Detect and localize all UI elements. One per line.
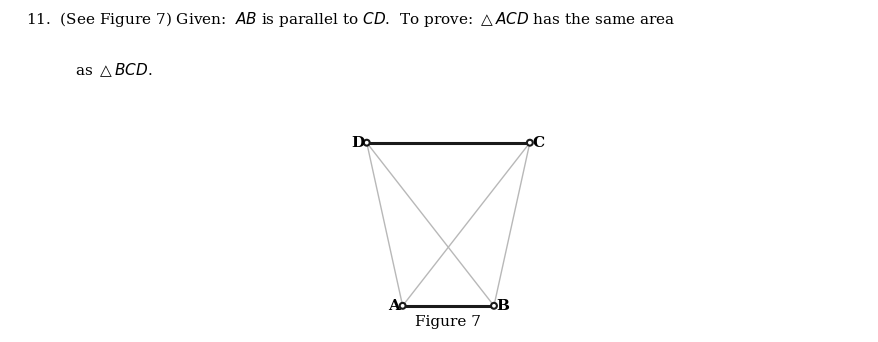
Text: 11.  (See Figure 7) Given:  $AB$ is parallel to $CD$.  To prove: $\triangle ACD$: 11. (See Figure 7) Given: $AB$ is parall… (26, 10, 675, 29)
Text: Figure 7: Figure 7 (415, 315, 480, 329)
Text: A: A (387, 299, 399, 313)
Text: D: D (350, 136, 364, 150)
Circle shape (526, 140, 532, 146)
Circle shape (491, 303, 496, 309)
Circle shape (399, 303, 405, 309)
Text: as $\triangle BCD$.: as $\triangle BCD$. (75, 62, 152, 79)
Text: B: B (496, 299, 509, 313)
Text: C: C (532, 136, 544, 150)
Circle shape (363, 140, 370, 146)
